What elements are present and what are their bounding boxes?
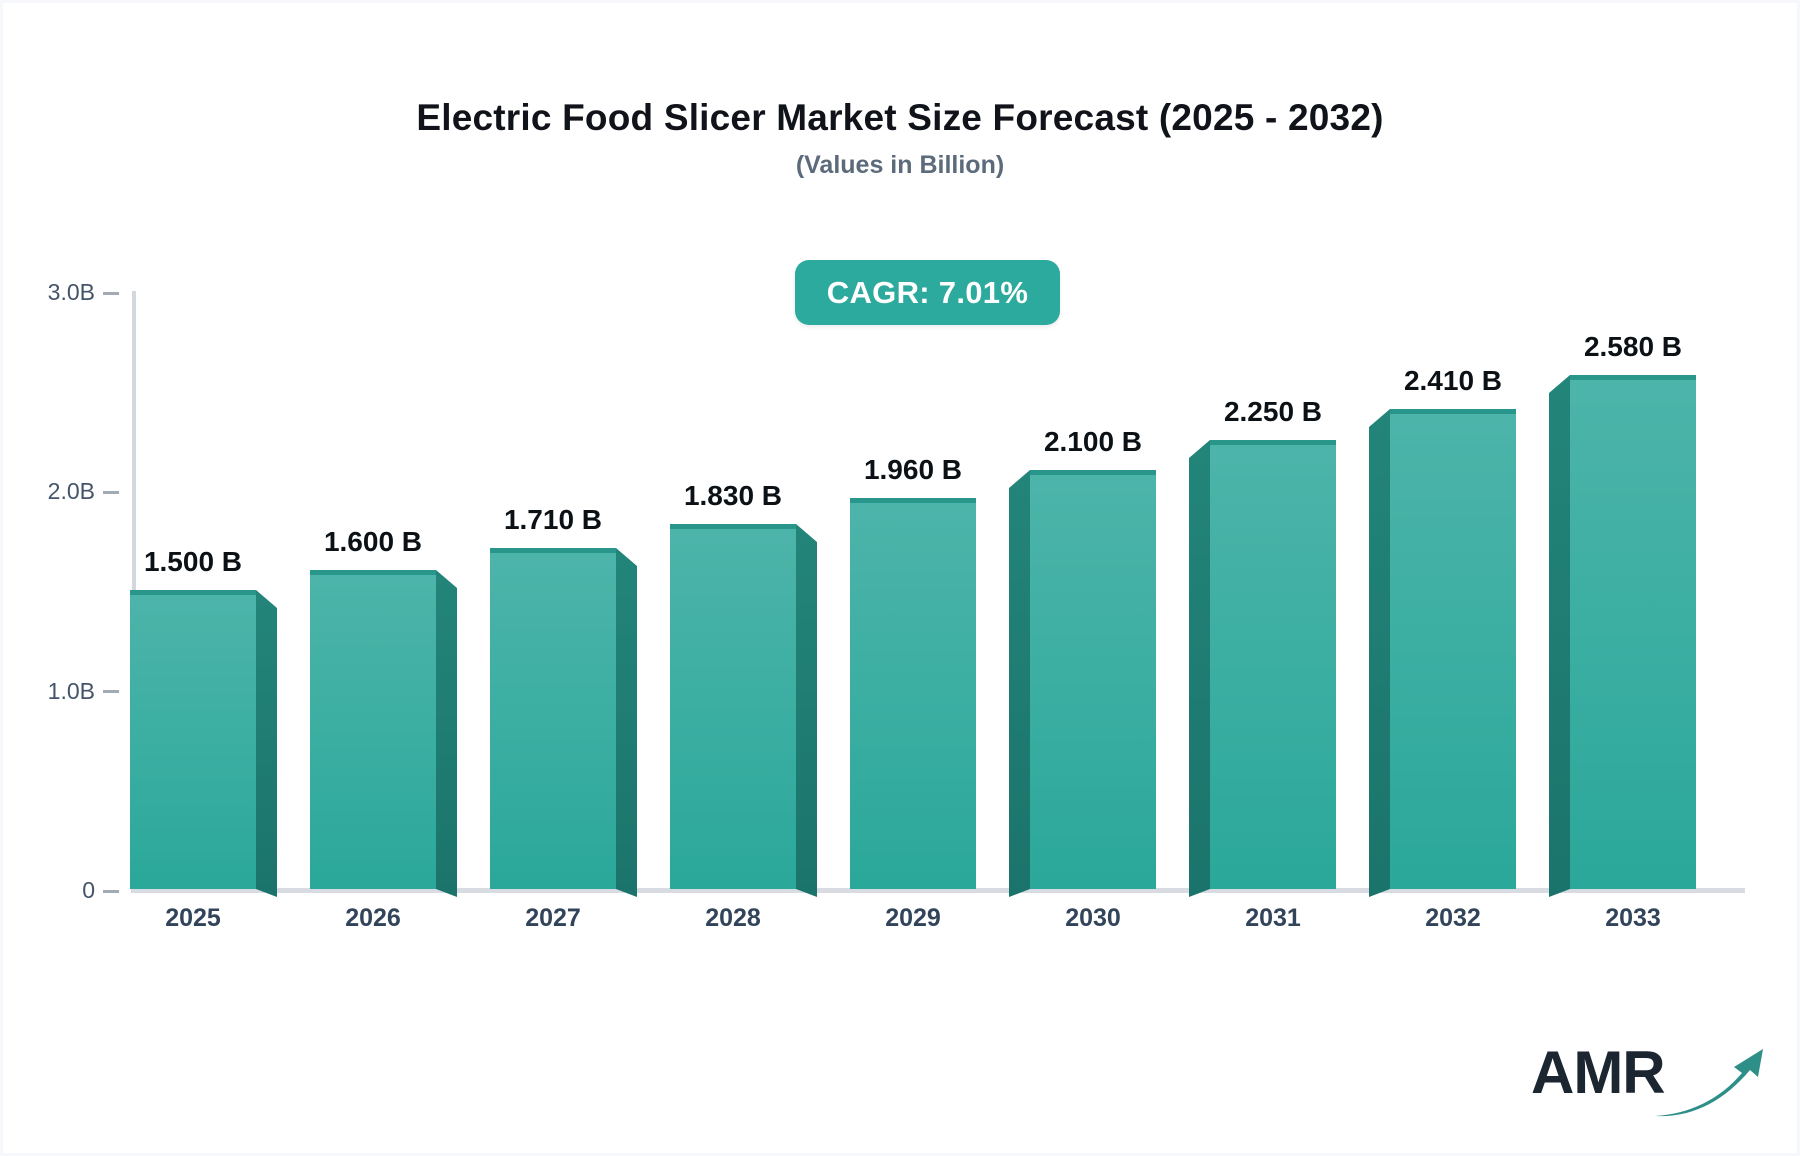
bar-value-label-2029: 1.960 B [863, 454, 963, 485]
bar-side-2028 [796, 524, 817, 897]
bar-value-label-2032: 2.410 B [1403, 365, 1503, 396]
x-axis-line [131, 888, 1745, 893]
amr-logo-text: AMR [1531, 1039, 1666, 1106]
bar-side-2030 [1009, 470, 1030, 897]
x-axis-label-2031: 2031 [1245, 904, 1301, 932]
growth-arrow-icon [1654, 1049, 1763, 1117]
bar-2025 [130, 590, 256, 889]
chart-subtitle: (Values in Billion) [795, 151, 1005, 179]
cagr-badge: CAGR: 7.01% [795, 260, 1060, 325]
y-tick-dash [103, 889, 119, 893]
chart-card: Electric Food Slicer Market Size Forecas… [3, 3, 1797, 1153]
x-axis-label-2027: 2027 [525, 904, 581, 932]
bar-chart: 0 1.0B 2.0B 3.0B 1.500 B 2025 1.600 B 2026 1.710… [3, 3, 1797, 1153]
bar-2029 [850, 498, 976, 889]
chart-title: Electric Food Slicer Market Size Forecas… [416, 97, 1384, 138]
x-axis-label-2029: 2029 [885, 904, 941, 932]
x-axis-label-2025: 2025 [165, 904, 221, 932]
bar-side-2027 [616, 548, 637, 897]
bar-side-2031 [1189, 440, 1210, 897]
bar-value-label-2027: 1.710 B [503, 504, 603, 535]
bar-side-2026 [436, 570, 457, 897]
x-axis-label-2033: 2033 [1605, 904, 1661, 932]
bar-side-2025 [256, 590, 277, 897]
bar-value-label-2028: 1.830 B [683, 480, 783, 511]
bar-value-label-2033: 2.580 B [1583, 331, 1683, 362]
bar-2026 [310, 570, 436, 889]
bar-2033 [1570, 375, 1696, 889]
y-tick-dash [103, 690, 119, 694]
bar-value-label-2031: 2.250 B [1223, 396, 1323, 427]
bar-value-label-2026: 1.600 B [323, 526, 423, 557]
y-tick-label: 3.0B [47, 279, 95, 305]
cagr-badge-label: CAGR: 7.01% [826, 274, 1029, 310]
x-axis-label-2028: 2028 [705, 904, 761, 932]
bar-side-2032 [1369, 409, 1390, 897]
y-tick-label: 2.0B [47, 478, 95, 505]
y-tick-label: 1.0B [47, 677, 95, 704]
y-tick-dash [103, 490, 119, 494]
bar-value-label-2030: 2.100 B [1043, 426, 1143, 457]
amr-logo: AMR [1531, 1041, 1765, 1121]
bar-2031 [1210, 440, 1336, 889]
bar-2028 [670, 524, 796, 889]
y-tick-label: 0 [82, 877, 95, 903]
y-tick-dash [103, 291, 119, 295]
bar-value-label-2025: 1.500 B [143, 546, 243, 577]
bar-side-2033 [1549, 375, 1570, 897]
bar-2030 [1030, 470, 1156, 889]
x-axis-label-2026: 2026 [345, 904, 401, 932]
bar-2027 [490, 548, 616, 889]
x-axis-label-2030: 2030 [1065, 904, 1121, 932]
bar-2032 [1390, 409, 1516, 889]
x-axis-label-2032: 2032 [1425, 904, 1481, 932]
